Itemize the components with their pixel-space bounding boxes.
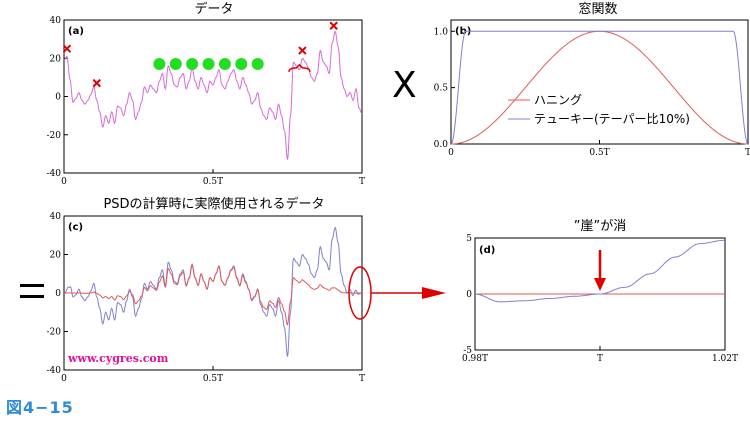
panel-a-green-dot bbox=[235, 57, 248, 70]
panel-d-ytick-label: 0 bbox=[466, 290, 472, 300]
panel-c-ytick-label: 40 bbox=[50, 212, 62, 222]
panel-d-plot: -5 0 5 0.98T T 1.02T bbox=[462, 234, 738, 364]
panel-a-title: データ bbox=[194, 1, 233, 17]
multiply-operator: X bbox=[392, 65, 417, 106]
panel-c-ytick-label: 20 bbox=[50, 251, 62, 261]
panel-d-tukey-line bbox=[474, 239, 726, 303]
panel-a-green-dot bbox=[169, 57, 182, 70]
panel-a-series-line bbox=[63, 30, 363, 160]
panel-b-tukey-line bbox=[450, 30, 749, 145]
panel-b-xtick-label: 0.5T bbox=[589, 148, 609, 158]
panel-c-xtick-label: 0.5T bbox=[203, 374, 223, 384]
equals-bar-top bbox=[20, 284, 44, 287]
figure-label: 図4−15 bbox=[6, 398, 74, 417]
panel-d-arrow-head bbox=[594, 278, 606, 291]
panel-a-ytick-label: 20 bbox=[50, 54, 62, 64]
panel-c-title: PSDの計算時に実際使用されるデータ bbox=[103, 196, 324, 212]
panel-b-legend: ハニング テューキー(テーパー比10%) bbox=[508, 93, 690, 126]
panel-b-xtick-label: 0 bbox=[448, 148, 454, 158]
panel-d: ”崖”が消 (d) -5 0 5 0.98T T 1.02T bbox=[462, 219, 738, 364]
panel-c-hanning-line bbox=[64, 264, 362, 326]
panel-a-xtick-label: 0 bbox=[61, 177, 67, 187]
panel-d-ytick-label: -5 bbox=[463, 346, 472, 356]
panel-a-green-dot bbox=[202, 57, 215, 70]
panel-a-x-marker bbox=[62, 44, 72, 53]
panel-b-plot: 0.0 0.5 1.0 0 0.5T T bbox=[434, 27, 750, 158]
panel-a-plot: -40 -20 0 20 40 0 0.5T T bbox=[47, 16, 366, 187]
panel-d-ytick-label: 5 bbox=[466, 234, 472, 244]
connector-arrow-head bbox=[422, 287, 446, 299]
panel-b: 窓関数 (b) 0.0 0.5 1.0 0 0.5T T ハニング テューキー(テーパー比… bbox=[434, 1, 750, 158]
panel-c-plot: -40 -20 0 20 40 0 0.5T T bbox=[47, 212, 366, 384]
equals-operator bbox=[20, 284, 44, 298]
panel-d-xtick-label: 0.98T bbox=[462, 354, 488, 364]
panel-d-title: ”崖”が消 bbox=[574, 219, 626, 234]
panel-b-tag: (b) bbox=[455, 26, 471, 37]
panel-b-ytick-label: 0.0 bbox=[434, 140, 449, 150]
panel-a-green-dot bbox=[251, 57, 264, 70]
panel-c: PSDの計算時に実際使用されるデータ (c) -40 -20 0 20 40 0 0.5T T… bbox=[47, 196, 366, 384]
panel-a-x-marker bbox=[329, 21, 338, 30]
panel-c-xtick-label: T bbox=[359, 374, 365, 384]
panel-d-xtick-label: T bbox=[597, 354, 603, 364]
panel-b-ytick-label: 0.5 bbox=[434, 84, 449, 94]
panel-c-ytick-label: -40 bbox=[47, 366, 62, 376]
panel-c-tag: (c) bbox=[68, 222, 83, 233]
panel-a-ytick-label: 40 bbox=[50, 16, 62, 26]
panel-a-frame bbox=[63, 19, 363, 174]
panel-b-xtick-label: T bbox=[745, 148, 750, 158]
panel-a-x-marker bbox=[298, 46, 307, 55]
panel-a-brace bbox=[288, 63, 311, 72]
panel-c-frame bbox=[63, 215, 363, 371]
panel-d-tag: (d) bbox=[479, 245, 495, 256]
panel-b-hanning-line bbox=[451, 30, 748, 145]
panel-a-xtick-label: T bbox=[359, 177, 365, 187]
panel-b-ytick-label: 1.0 bbox=[434, 27, 449, 37]
panel-a-xtick-label: 0.5T bbox=[203, 177, 223, 187]
panel-c-tukey-line bbox=[63, 226, 363, 357]
panel-a-green-dot bbox=[218, 57, 231, 70]
panel-d-xtick-label: 1.02T bbox=[712, 354, 738, 364]
panel-a-green-dot bbox=[186, 57, 199, 70]
panel-a-ytick-label: -20 bbox=[47, 131, 62, 141]
panel-a-ytick-label: 0 bbox=[55, 93, 61, 103]
equals-bar-bottom bbox=[20, 295, 44, 298]
watermark-text: www.cygres.com bbox=[67, 352, 169, 365]
panel-a-green-dot bbox=[153, 57, 166, 70]
panel-a: データ (a) -40 -20 0 20 40 0 0.5T T bbox=[47, 1, 366, 187]
legend-hanning-label: ハニング bbox=[534, 93, 582, 107]
panel-c-ytick-label: 0 bbox=[55, 289, 61, 299]
panel-a-tag: (a) bbox=[68, 26, 84, 37]
panel-c-ytick-label: -20 bbox=[47, 328, 62, 338]
legend-tukey-label: テューキー(テーパー比10%) bbox=[534, 112, 690, 126]
panel-a-x-marker bbox=[92, 78, 101, 88]
panel-b-title: 窓関数 bbox=[578, 1, 617, 17]
panel-c-xtick-label: 0 bbox=[61, 374, 67, 384]
panel-a-ytick-label: -40 bbox=[47, 169, 62, 179]
